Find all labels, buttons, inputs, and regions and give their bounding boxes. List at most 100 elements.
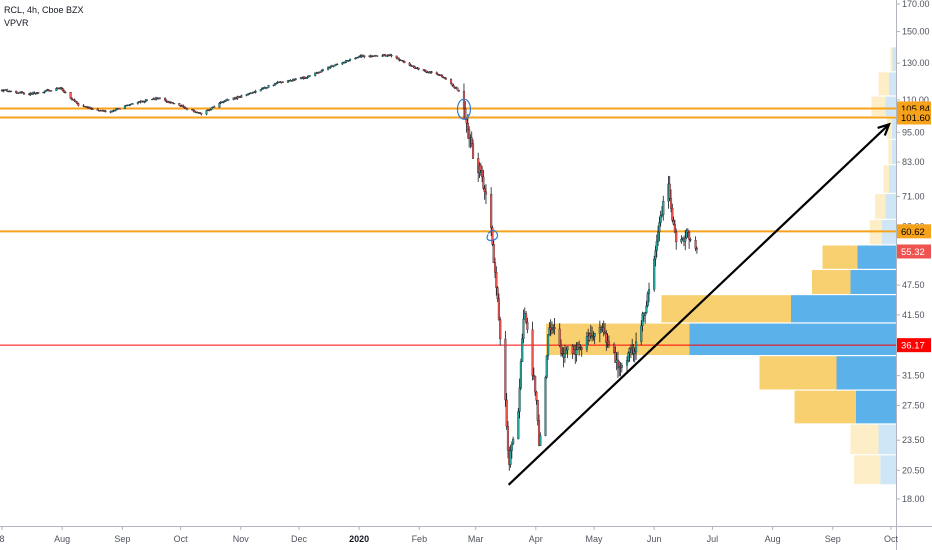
vp-down-bar — [854, 455, 881, 485]
candle-down — [482, 176, 485, 189]
candle-up — [635, 341, 638, 353]
x-tick-label: May — [586, 534, 604, 544]
vp-down-bar — [822, 245, 858, 269]
candle-down — [395, 55, 398, 59]
candle-down — [430, 71, 433, 73]
candle-down — [504, 338, 507, 401]
candle-up — [50, 90, 53, 92]
x-tick-label: Sep — [825, 534, 841, 544]
vp-up-bar — [857, 245, 896, 269]
y-tick-label: 41.50 — [902, 310, 925, 320]
candle-down — [464, 108, 467, 120]
last-price-tag: 55.32 — [901, 247, 925, 258]
candle-down — [589, 333, 592, 336]
candle-down — [671, 207, 674, 221]
candle-up — [627, 352, 630, 361]
candle-down — [603, 332, 607, 335]
y-tick-label: 170.00 — [902, 0, 930, 9]
candle-up — [544, 377, 547, 436]
candle-up — [545, 355, 548, 378]
annotations[interactable] — [456, 98, 891, 486]
candle-down — [61, 88, 64, 91]
candle-down — [104, 110, 107, 113]
candle-up — [43, 91, 46, 93]
candle-down — [213, 106, 216, 108]
candle-down — [553, 327, 556, 330]
candle-up — [210, 107, 213, 110]
candle-up — [334, 64, 337, 66]
candle-down — [471, 143, 475, 159]
candle-up — [259, 89, 262, 92]
x-tick-label: Dec — [291, 534, 308, 544]
y-tick-label: 150.00 — [902, 27, 930, 37]
candle-up — [593, 333, 596, 337]
candle-down — [531, 329, 534, 376]
candle-up — [647, 289, 651, 294]
candle-down — [440, 75, 444, 78]
vp-down-bar — [883, 165, 889, 193]
candle-down — [281, 81, 284, 83]
vp-up-bar — [836, 356, 896, 390]
candle-down — [491, 227, 494, 245]
candle-up — [173, 103, 176, 105]
candle-down — [558, 328, 561, 346]
candle-down — [444, 77, 447, 80]
candle-down — [456, 87, 459, 91]
vp-up-bar — [885, 96, 896, 117]
y-tick-label: 31.50 — [902, 371, 925, 381]
vp-down-bar — [661, 295, 791, 323]
candle-up — [10, 90, 13, 93]
candle-down — [69, 92, 72, 99]
candle-up — [266, 87, 269, 89]
indicator-label[interactable]: VPVR — [4, 18, 29, 28]
candle-down — [607, 340, 610, 345]
symbol-title[interactable]: RCL, 4h, Cboe BZX — [4, 5, 84, 15]
candle-down — [412, 65, 415, 67]
candle-up — [510, 443, 513, 451]
candle-up — [640, 325, 643, 342]
candle-down — [171, 102, 174, 104]
last-price-tag-bg — [897, 244, 931, 259]
candle-up — [517, 411, 520, 440]
trendline — [507, 123, 890, 486]
candle-down — [437, 73, 440, 76]
candle-up — [112, 110, 115, 112]
candle-up — [254, 90, 257, 93]
candle-down — [91, 108, 94, 110]
x-tick-label: Nov — [233, 534, 250, 544]
horizontal-levels[interactable] — [0, 107, 896, 346]
vp-down-bar — [812, 270, 851, 294]
x-tick-label: 2020 — [349, 534, 369, 544]
candle-down — [675, 231, 678, 243]
candle-down — [449, 79, 453, 84]
candle-down — [672, 220, 675, 225]
candle-down — [185, 107, 189, 110]
vp-down-bar — [875, 193, 886, 219]
candle-down — [495, 272, 498, 288]
candle-up — [565, 349, 568, 354]
candle-down — [470, 137, 473, 144]
y-tick-label: 95.00 — [902, 127, 925, 137]
candle-down — [246, 94, 249, 96]
candle-down — [417, 67, 420, 70]
candle-up — [151, 98, 154, 101]
y-tick-label: 71.00 — [902, 191, 925, 201]
candle-down — [465, 119, 468, 124]
x-tick-label: Aug — [765, 534, 781, 544]
candle-up — [539, 435, 542, 446]
price-tag-60.62: 60.62 — [901, 227, 925, 238]
candle-down — [496, 287, 499, 299]
vp-down-bar — [878, 72, 889, 96]
candle-down — [492, 244, 495, 263]
price-tag-101.60: 101.60 — [901, 113, 930, 124]
vp-down-bar — [888, 139, 892, 165]
candle-up — [512, 438, 515, 445]
candles — [0, 53, 698, 471]
candle-up — [633, 351, 636, 354]
candle-down — [694, 240, 697, 249]
candle-up — [644, 312, 647, 316]
candle-down — [396, 57, 400, 60]
